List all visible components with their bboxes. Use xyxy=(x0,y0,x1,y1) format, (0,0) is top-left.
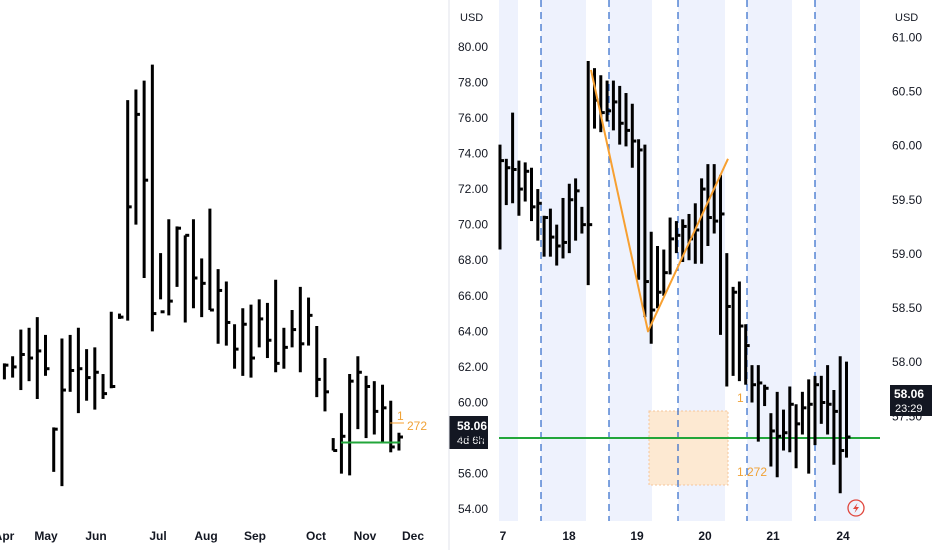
intraday-y-tick: 54.00 xyxy=(458,502,488,516)
monthly-x-tick: Sep xyxy=(244,529,266,543)
intraday-x-tick: 18 xyxy=(562,529,576,543)
session-shade xyxy=(815,0,860,521)
right-price-scale[interactable]: USD 57.5058.0058.5059.0059.5060.0060.506… xyxy=(880,0,932,550)
monthly-fib-label-272: 272 xyxy=(407,419,427,433)
replay-icon[interactable] xyxy=(847,499,865,517)
replay-icon-bolt xyxy=(853,503,859,513)
intraday-x-tick: 24 xyxy=(836,529,850,543)
monthly-x-tick: Jul xyxy=(149,529,166,543)
monthly-x-tick: Nov xyxy=(354,529,377,543)
intraday-y-tick: 76.00 xyxy=(458,111,488,125)
monthly-price-tag-value: 58.06 xyxy=(457,419,487,433)
monthly-chart-panel[interactable]: 1 272 58.06 4d 6h Apr May Jun Jul Aug Sep Oct N… xyxy=(0,64,488,543)
intraday-y-tick: 68.00 xyxy=(458,253,488,267)
fib-extension-zone[interactable] xyxy=(648,410,729,486)
right-y-tick: 58.00 xyxy=(892,355,922,369)
session-shade xyxy=(499,0,518,521)
intraday-fib-label-1: 1 xyxy=(737,391,744,405)
intraday-y-tick: 74.00 xyxy=(458,147,488,161)
right-price-tag: 58.06 23:29 xyxy=(890,385,932,416)
intraday-y-axis-left[interactable]: 54.00 56.00 58.00 60.00 62.00 64.00 66.00 68.00… xyxy=(458,40,488,516)
intraday-price-bars xyxy=(498,61,851,494)
monthly-price-tag: 58.06 4d 6h xyxy=(449,416,488,449)
monthly-x-tick: Jun xyxy=(85,529,106,543)
intraday-y-tick: 70.00 xyxy=(458,218,488,232)
intraday-y-tick: 64.00 xyxy=(458,324,488,338)
intraday-x-tick: 7 xyxy=(500,529,507,543)
monthly-fib-label-1: 1 xyxy=(397,409,404,423)
intraday-y-tick: 60.00 xyxy=(458,396,488,410)
right-y-tick: 59.00 xyxy=(892,247,922,261)
monthly-x-axis[interactable]: Apr May Jun Jul Aug Sep Oct Nov Dec xyxy=(0,529,424,543)
right-scale-background xyxy=(880,0,932,550)
session-shade xyxy=(541,0,586,521)
right-price-tag-box xyxy=(890,385,932,416)
intraday-y-tick: 66.00 xyxy=(458,289,488,303)
intraday-y-tick: 56.00 xyxy=(458,467,488,481)
left-scale-currency: USD xyxy=(460,12,483,24)
replay-icon-circle xyxy=(847,499,865,517)
intraday-y-tick: 58.00 xyxy=(458,431,488,445)
monthly-x-tick: Aug xyxy=(194,529,217,543)
intraday-chart-panel[interactable]: USD 54.00 56.00 58.00 60.00 62.00 64.00 66.00 6… xyxy=(458,0,880,543)
intraday-x-tick: 20 xyxy=(698,529,712,543)
monthly-price-tag-countdown: 4d 6h xyxy=(457,435,485,447)
intraday-x-tick: 19 xyxy=(630,529,644,543)
right-price-tag-countdown: 23:29 xyxy=(895,403,923,415)
intraday-y-tick: 62.00 xyxy=(458,360,488,374)
right-y-tick: 61.00 xyxy=(892,30,922,44)
intraday-x-tick: 21 xyxy=(766,529,780,543)
right-scale-currency: USD xyxy=(895,12,918,24)
monthly-price-bars xyxy=(2,64,403,487)
monthly-x-tick: Oct xyxy=(306,529,326,543)
intraday-fib-label-1-272: 1.272 xyxy=(737,465,767,479)
right-y-tick: 59.50 xyxy=(892,193,922,207)
intraday-y-tick: 78.00 xyxy=(458,75,488,89)
right-y-tick: 58.50 xyxy=(892,301,922,315)
right-y-tick: 60.50 xyxy=(892,85,922,99)
monthly-x-tick: May xyxy=(34,529,58,543)
intraday-x-axis[interactable]: 7 18 19 20 21 24 xyxy=(500,529,850,543)
monthly-price-tag-box xyxy=(449,416,488,449)
right-price-tag-value: 58.06 xyxy=(894,387,924,401)
right-y-tick: 60.00 xyxy=(892,139,922,153)
intraday-y-tick: 72.00 xyxy=(458,182,488,196)
intraday-y-tick: 80.00 xyxy=(458,40,488,54)
zigzag-pattern[interactable] xyxy=(590,69,729,333)
monthly-x-tick: Dec xyxy=(402,529,424,543)
monthly-x-tick: Apr xyxy=(0,529,15,543)
